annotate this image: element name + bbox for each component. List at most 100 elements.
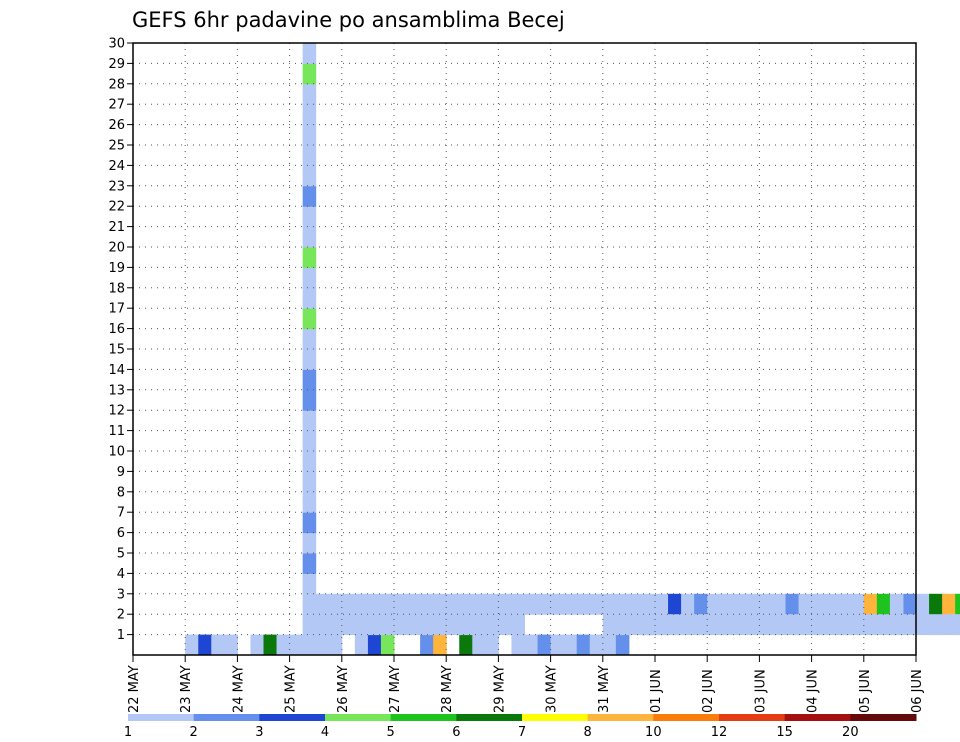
heatmap-cell — [472, 614, 486, 636]
x-tick-label: 22 MAY — [127, 665, 142, 713]
heatmap-cell — [302, 410, 317, 432]
y-tick-label: 10 — [108, 445, 125, 460]
y-tick-label: 27 — [108, 98, 125, 113]
heatmap-cell — [185, 634, 199, 656]
x-tick-label: 26 MAY — [336, 665, 351, 713]
heatmap-cell — [302, 165, 317, 187]
y-tick-label: 13 — [108, 383, 125, 398]
heatmap-cell — [498, 593, 512, 615]
heatmap-cell — [889, 593, 904, 615]
heatmap-cell — [263, 634, 278, 656]
heatmap-cell — [302, 185, 317, 207]
heatmap-cell — [863, 593, 878, 615]
y-tick-label: 18 — [108, 281, 125, 296]
heatmap-cell — [302, 512, 317, 534]
heatmap-cell — [302, 593, 317, 615]
heatmap-cell — [302, 573, 317, 595]
heatmap-cell — [394, 593, 408, 615]
y-tick-label: 25 — [108, 139, 125, 154]
heatmap-cell — [902, 593, 917, 615]
heatmap-cell — [942, 614, 956, 636]
heatmap-cell — [550, 593, 565, 615]
heatmap-cell — [824, 593, 839, 615]
y-tick-label: 24 — [108, 159, 125, 174]
heatmap-cell — [302, 206, 317, 228]
x-tick-label: 30 MAY — [545, 665, 560, 713]
heatmap-cell — [302, 145, 317, 166]
heatmap-cell — [524, 593, 539, 615]
heatmap-cell — [302, 389, 317, 411]
heatmap-cell — [407, 593, 421, 615]
heatmap-cell — [302, 369, 317, 391]
heatmap-cell — [746, 593, 760, 615]
heatmap-cell — [628, 593, 643, 615]
x-tick-label: 29 MAY — [492, 665, 507, 713]
y-tick-label: 28 — [108, 77, 125, 92]
heatmap-cell — [876, 593, 891, 615]
heatmap-cell — [589, 634, 604, 656]
heatmap-cell — [302, 553, 317, 574]
x-axis-ticks: 22 MAY 23 MAY 24 MAY 25 MAY 26 MAY 27 MAY 28 M… — [127, 655, 925, 713]
heatmap-cell — [942, 593, 956, 615]
heatmap-cell — [367, 634, 382, 656]
heatmap-cell — [733, 593, 747, 615]
heatmap-cell — [302, 471, 317, 493]
legend-label: 4 — [321, 725, 329, 740]
heatmap-cell — [302, 328, 317, 350]
plot-border — [132, 42, 917, 656]
y-tick-label: 12 — [108, 404, 125, 419]
heatmap-cell — [485, 634, 499, 656]
heatmap-cell — [589, 593, 604, 615]
heatmap-cell — [394, 614, 408, 636]
y-tick-label: 21 — [108, 220, 125, 235]
heatmap-cell — [811, 614, 826, 636]
legend-swatch — [456, 714, 523, 721]
heatmap-cell — [472, 634, 486, 656]
heatmap-cell — [302, 83, 317, 105]
heatmap-cell — [341, 593, 356, 615]
heatmap-cell — [576, 634, 591, 656]
heatmap-cell — [929, 593, 943, 615]
heatmap-cell — [837, 593, 852, 615]
heatmap-cell — [302, 226, 317, 248]
heatmap-cell — [537, 634, 552, 656]
color-legend: 1 2 3 4 5 6 7 8 10 12 15 20 — [124, 714, 917, 740]
heatmap-cell — [524, 634, 539, 656]
heatmap-cell — [302, 430, 317, 452]
y-tick-label: 5 — [117, 547, 125, 562]
legend-swatch — [719, 714, 786, 721]
legend-swatch — [784, 714, 851, 721]
heatmap-cell — [955, 614, 960, 636]
heatmap-cell — [367, 614, 382, 636]
heatmap-cell — [798, 614, 813, 636]
heatmap-cell — [955, 593, 960, 615]
heatmap-cell — [628, 614, 643, 636]
y-tick-label: 3 — [117, 587, 125, 602]
heatmap-cell — [720, 614, 734, 636]
heatmap-cell — [655, 614, 669, 636]
legend-swatch — [522, 714, 589, 721]
y-tick-label: 23 — [108, 179, 125, 194]
heatmap-cell — [602, 634, 617, 656]
legend-label: 1 — [124, 725, 132, 740]
heatmap-cell — [302, 63, 317, 85]
heatmap-cell — [276, 634, 291, 656]
y-tick-label: 26 — [108, 118, 125, 133]
heatmap-cell — [354, 634, 369, 656]
heatmap-cell — [420, 634, 434, 656]
heatmap-cell — [681, 614, 695, 636]
heatmap-cell — [433, 593, 447, 615]
heatmap-cell — [446, 593, 460, 615]
heatmap-cell — [302, 287, 317, 309]
plot-frame — [132, 42, 917, 656]
heatmap-cell — [302, 532, 317, 554]
heatmap-cell — [224, 634, 238, 656]
heatmap-cell — [889, 614, 904, 636]
heatmap-cell — [876, 614, 891, 636]
heatmap-cell — [511, 634, 525, 656]
heatmap-cell — [302, 349, 317, 370]
heatmap-cell — [328, 614, 343, 636]
legend-swatch — [587, 714, 654, 721]
y-tick-label: 4 — [117, 567, 125, 582]
heatmap-cell — [720, 593, 734, 615]
